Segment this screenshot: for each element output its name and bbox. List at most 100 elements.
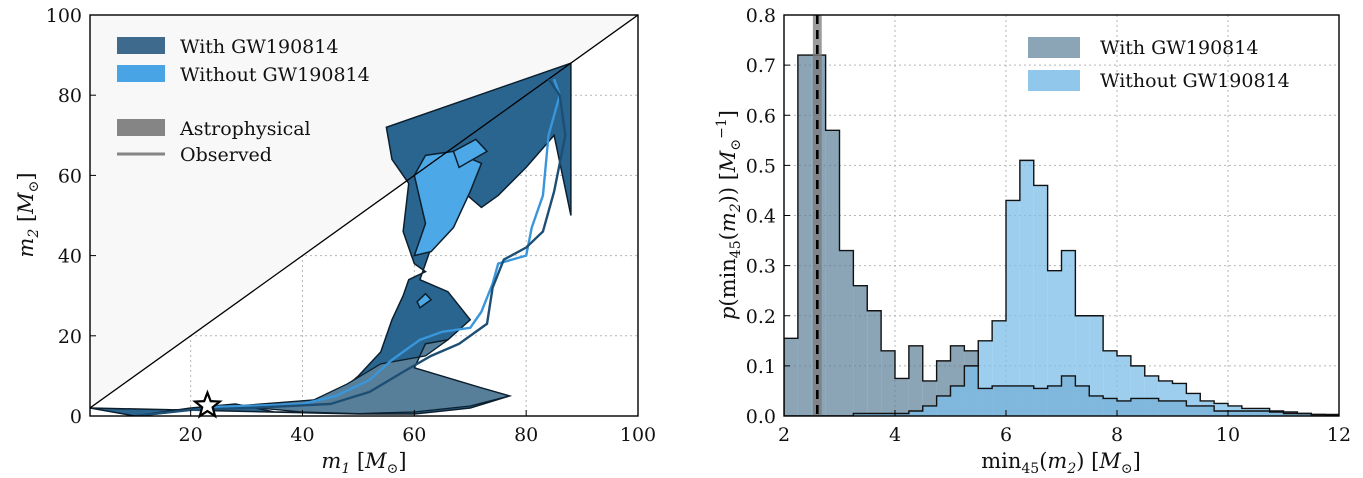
bar-without: [978, 340, 993, 416]
y-tick-label: 0.2: [746, 306, 776, 328]
bar-without: [1061, 250, 1076, 416]
region-without-gw190814: [452, 138, 489, 169]
legend-swatch-astro: [117, 119, 165, 136]
x-tick-label: 10: [1216, 424, 1240, 446]
bar-without: [936, 395, 951, 416]
x-tick-label: 4: [889, 424, 901, 446]
diagonal-line: [90, 15, 638, 409]
left-ticks: 20 40 60 80 100 0 20 40 60 80 100: [46, 5, 656, 446]
y-tick-label: 0.0: [746, 406, 776, 428]
bar-without: [1075, 315, 1090, 416]
bar-without: [1006, 200, 1020, 416]
legend-swatch-without-hist: [1028, 70, 1080, 91]
bar-without: [1019, 160, 1034, 416]
bar-without: [922, 405, 937, 416]
bar-with: [881, 350, 895, 416]
bar-without: [908, 410, 923, 416]
bar-without: [1214, 403, 1228, 416]
legend-without-label: Without GW190814: [180, 64, 370, 86]
observed-line-with: [134, 78, 567, 416]
bar-without: [881, 413, 895, 416]
y-tick-label: 0.7: [746, 55, 776, 77]
x-tick-label: 6: [1000, 424, 1012, 446]
x-tick-label: 20: [179, 424, 203, 446]
y-tick-label: 0.8: [746, 5, 776, 27]
legend-swatch-without: [117, 65, 165, 82]
bar-without: [1241, 408, 1256, 416]
right-ylabel: p(min45(m2)) [M⊙−1]: [714, 110, 744, 320]
right-legend: With GW190814 Without GW190814: [1028, 37, 1290, 92]
y-tick-label: 0.3: [746, 256, 776, 278]
bar-without: [1200, 400, 1215, 416]
bar-without: [1158, 380, 1173, 416]
legend-observed-label: Observed: [180, 144, 272, 166]
bar-with: [825, 130, 840, 416]
bar-without: [1130, 365, 1145, 416]
x-tick-label: 60: [402, 424, 426, 446]
bar-without: [1033, 185, 1048, 416]
y-tick-label: 100: [46, 5, 82, 27]
right-chart: 2 4 6 8 10 12 0.0 0.1 0.2 0.3 0.4 0.5 0.6 0.7 0.8 min4…: [714, 5, 1351, 477]
bar-with: [867, 310, 882, 416]
region-without-gw190814: [416, 292, 433, 309]
y-tick-label: 0.1: [746, 356, 776, 378]
y-tick-label: 0.5: [746, 155, 776, 177]
left-axes-frame: [89, 14, 639, 417]
bar-with: [895, 378, 909, 416]
bar-with: [797, 55, 812, 416]
right-ticks: 2 4 6 8 10 12 0.0 0.1 0.2 0.3 0.4 0.5 0.6 0.7 0.8: [746, 5, 1351, 446]
step-outline-with: [784, 54, 1339, 416]
bar-without: [1186, 393, 1201, 416]
legend-swatch-with: [117, 37, 165, 54]
region-without-gw190814: [413, 150, 483, 257]
x-tick-label: 100: [620, 424, 656, 446]
bar-without: [1255, 408, 1270, 416]
left-legend: With GW190814 Without GW190814 Astrophys…: [117, 36, 370, 166]
step-outline-without: [784, 159, 1339, 416]
star-icon: [192, 389, 223, 419]
right-histograms: [784, 54, 1339, 416]
bar-without: [1047, 270, 1062, 416]
reference-line: [812, 15, 822, 416]
bar-without: [1103, 350, 1117, 416]
bar-without: [853, 413, 868, 416]
y-tick-label: 60: [58, 165, 82, 187]
bar-without: [1172, 383, 1187, 416]
bar-without: [895, 413, 909, 416]
y-tick-label: 80: [58, 85, 82, 107]
right-xlabel: min45(m2) [M⊙]: [981, 449, 1141, 477]
x-tick-label: 12: [1327, 424, 1351, 446]
left-ylabel: m2 [M⊙]: [14, 172, 42, 257]
bar-without: [1269, 410, 1284, 416]
bar-without: [950, 385, 965, 416]
y-tick-label: 0.6: [746, 105, 776, 127]
star-marker: [192, 389, 223, 419]
y-tick-label: 20: [58, 326, 82, 348]
legend-astro-label: Astrophysical: [179, 118, 311, 140]
legend-with-label: With GW190814: [180, 36, 338, 58]
x-tick-label: 8: [1111, 424, 1123, 446]
bar-without: [1311, 414, 1326, 416]
bar-without: [1144, 375, 1159, 416]
left-xlabel: m1 [M⊙]: [321, 449, 406, 477]
observed-line-without: [201, 78, 561, 409]
bar-without: [1297, 413, 1312, 416]
x-tick-label: 40: [290, 424, 314, 446]
bar-without: [964, 365, 979, 416]
legend-without-hist-label: Without GW190814: [1100, 70, 1290, 92]
y-tick-label: 0: [70, 406, 82, 428]
bar-without: [867, 413, 882, 416]
x-tick-label: 80: [514, 424, 538, 446]
legend-with-hist-label: With GW190814: [1100, 37, 1258, 59]
y-tick-label: 40: [58, 246, 82, 268]
bar-without: [992, 320, 1006, 416]
bar-with: [839, 250, 854, 416]
legend-swatch-with-hist: [1028, 37, 1080, 58]
bar-without: [1117, 355, 1131, 416]
bar-with: [784, 338, 798, 416]
bar-with: [853, 285, 868, 416]
y-tick-label: 0.4: [746, 206, 776, 228]
x-tick-label: 2: [778, 424, 790, 446]
